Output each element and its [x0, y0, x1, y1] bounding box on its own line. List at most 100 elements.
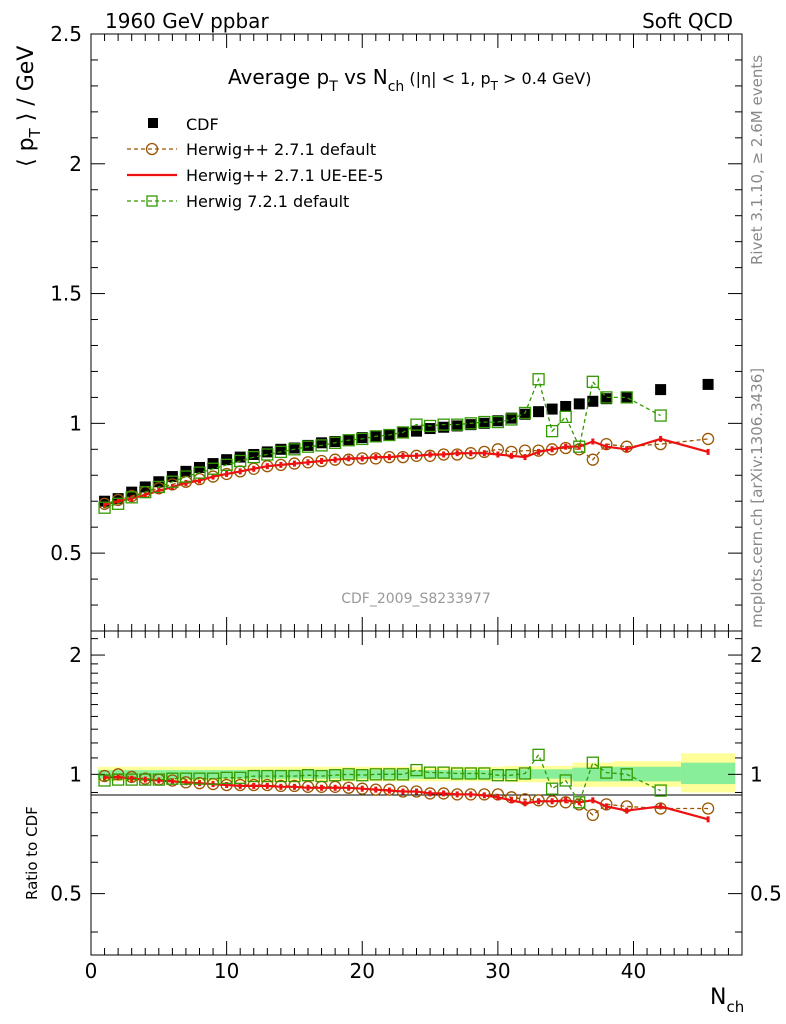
ratio-point-h7 [491, 769, 505, 782]
main-point-h7 [274, 445, 288, 459]
rivet-label: Rivet 3.1.10, ≥ 2.6M events [748, 55, 766, 265]
main-point-h7 [261, 448, 274, 461]
main-point-ue [347, 455, 351, 462]
main-point-cdf [424, 423, 436, 435]
ratio-point-ue [604, 803, 608, 810]
ratio-point-ue [496, 794, 500, 801]
main-point-cdf [451, 420, 463, 432]
ratio-point-h7 [206, 772, 220, 785]
main-point-h7 [342, 434, 355, 447]
main-point-h7 [356, 432, 369, 446]
main-point-ue [211, 473, 215, 480]
analysis-label: CDF_2009_S8233977 [341, 591, 490, 607]
main-point-cdf [655, 384, 667, 396]
main-point-h7 [396, 426, 410, 439]
ratio-point-h7 [220, 771, 233, 784]
ratio-axis-label: Ratio to CDF [23, 806, 41, 900]
ratio-point-h7 [437, 766, 450, 779]
y-tick-label: 2 [69, 152, 82, 176]
legend-label-ue: Herwig++ 2.7.1 UE-EE-5 [186, 166, 384, 185]
y-tick-label: 1 [69, 411, 82, 435]
main-point-ue [279, 461, 283, 468]
ratio-point-h7 [518, 767, 532, 780]
ratio-point-ue [116, 773, 120, 780]
main-point-h7 [532, 373, 545, 386]
ratio-point-h7 [247, 769, 260, 783]
main-point-h7 [98, 501, 111, 514]
ratio-point-ue [509, 797, 513, 804]
ratio-point-ue [306, 784, 310, 791]
main-point-cdf [546, 403, 558, 415]
ratio-band-inner [572, 767, 614, 782]
ratio-point-h7 [573, 796, 586, 809]
ratio-point-h7 [532, 748, 545, 761]
main-point-h7 [234, 454, 247, 468]
main-point-ue [265, 463, 269, 470]
ratio-band-inner [504, 769, 573, 779]
main-point-ue [523, 454, 527, 461]
main-point-cdf [505, 412, 517, 424]
main-point-h7 [125, 491, 138, 504]
ratio-y-tick-label: 2 [69, 643, 82, 667]
main-point-cdf [329, 436, 341, 448]
mcplots-label: mcplots.cern.ch [arXiv:1306.3436] [748, 368, 766, 628]
main-point-h7 [545, 424, 559, 438]
ratio-point-ue [550, 798, 554, 805]
plot-title: Average pT vs Nch (|η| < 1, pT > 0.4 GeV… [228, 65, 592, 95]
main-point-ue [130, 495, 134, 502]
ratio-point-ue [577, 799, 581, 806]
main-point-cdf [234, 451, 246, 463]
ratio-point-ue [415, 788, 418, 795]
main-point-cdf [587, 395, 599, 407]
ratio-series [98, 748, 715, 823]
main-point-ue [550, 446, 554, 453]
main-point-cdf [438, 421, 450, 433]
main-point-h7 [573, 440, 586, 453]
ratio-point-ue [320, 784, 324, 791]
main-point-default [478, 445, 491, 459]
main-point-cdf [519, 408, 531, 420]
main-point-h7 [410, 418, 423, 431]
main-point-ue [387, 454, 391, 461]
main-point-h7 [559, 410, 572, 424]
ratio-band-inner [97, 770, 505, 779]
ratio-point-ue [198, 780, 201, 787]
ratio-point-ue [225, 781, 229, 788]
main-point-cdf [492, 415, 504, 427]
ratio-point-ue [537, 798, 541, 805]
ratio-point-ue [442, 790, 446, 797]
main-point-cdf [573, 398, 585, 410]
energy-label: 1960 GeV ppbar [105, 9, 269, 33]
main-point-ue [401, 452, 405, 459]
ratio-point-h7 [166, 772, 179, 785]
main-point-ue [537, 448, 541, 455]
main-point-ue [469, 450, 473, 457]
legend-entry-ue: Herwig++ 2.7.1 UE-EE-5 [127, 166, 384, 185]
legend-label-cdf: CDF [186, 115, 219, 134]
ratio-point-h7 [356, 769, 369, 782]
ratio-point-h7 [342, 768, 355, 781]
ratio-point-h7 [193, 772, 206, 785]
legend-label-default: Herwig++ 2.7.1 default [186, 140, 376, 159]
main-point-h7 [369, 430, 382, 443]
y-tick-label: 1.5 [50, 282, 82, 306]
main-point-ue [103, 502, 107, 509]
ratio-point-ue [252, 782, 256, 789]
main-point-h7 [586, 375, 599, 388]
axis-ticks [90, 33, 743, 955]
main-point-cdf [621, 391, 633, 403]
ratio-point-ue [143, 776, 147, 783]
main-point-ue [198, 477, 201, 484]
ratio-point-default [586, 808, 599, 822]
ratio-point-h7 [328, 769, 342, 782]
x-tick-label: 40 [621, 959, 646, 983]
main-point-h7 [620, 391, 633, 404]
main-point-h7 [166, 475, 179, 488]
main-point-h7 [654, 409, 667, 422]
ratio-point-ue [170, 778, 174, 785]
x-tick-label: 20 [350, 959, 375, 983]
main-point-ue [374, 454, 378, 461]
ratio-point-h7 [383, 768, 396, 781]
main-point-ue [238, 468, 242, 475]
